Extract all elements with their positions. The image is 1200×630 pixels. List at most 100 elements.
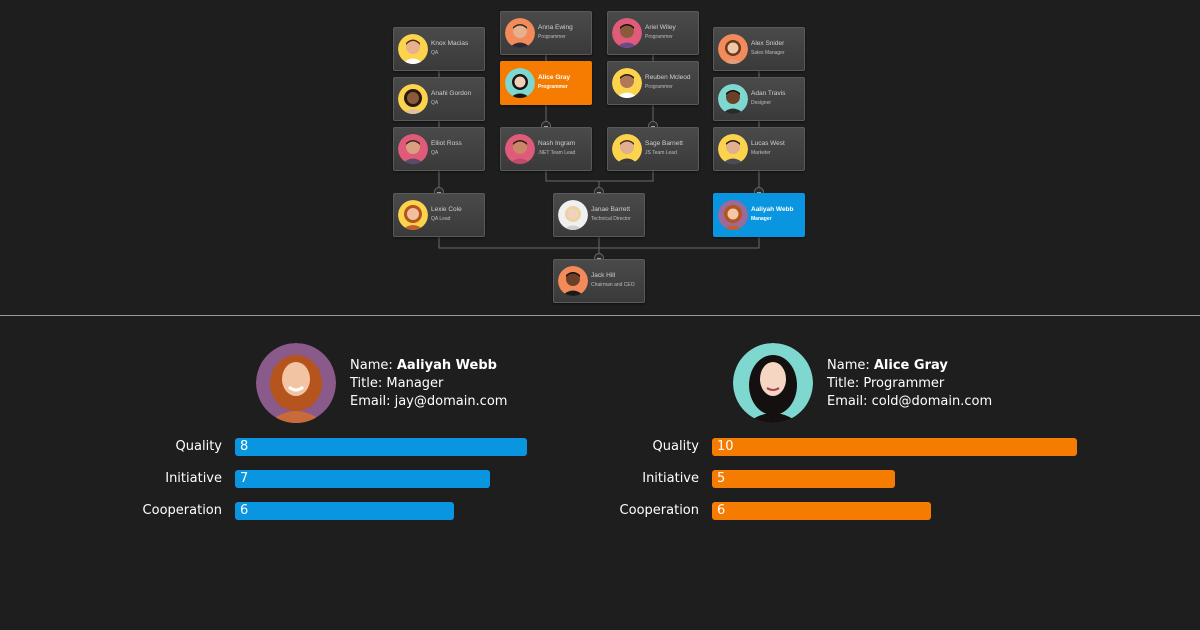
metric-value: 6 (717, 503, 726, 518)
node-name: Jack Hill (591, 272, 616, 279)
profile-card-left: Name: Aaliyah Webb Title: Manager Email:… (0, 316, 600, 630)
org-node-aaliyah-webb[interactable]: Aaliyah Webb Manager (713, 193, 805, 237)
node-title: Manager (751, 216, 772, 222)
node-name: Aaliyah Webb (751, 206, 794, 213)
node-title: QA (431, 100, 439, 106)
node-name: Reuben Mcleod (645, 74, 691, 81)
org-node-alice-gray[interactable]: Alice Gray Programmer (500, 61, 592, 105)
metric-label: Quality (652, 439, 699, 454)
metric-bar: 6 (712, 502, 931, 520)
org-node-reuben-mcleod[interactable]: Reuben Mcleod Programmer (607, 61, 699, 105)
org-node-lucas-west[interactable]: Lucas West Marketer (713, 127, 805, 171)
node-name: Anna Ewing (538, 24, 573, 31)
section-divider (0, 315, 1200, 316)
metric-bar: 10 (712, 438, 1077, 456)
node-title: QA (431, 150, 439, 156)
metric-row-cooperation: Cooperation 6 (0, 502, 600, 520)
title-label: Title: (827, 376, 860, 391)
avatar (398, 134, 428, 164)
avatar (398, 200, 428, 230)
org-node-nash-ingram[interactable]: Nash Ingram .NET Team Lead (500, 127, 592, 171)
metric-row-initiative: Initiative 5 (600, 470, 1200, 488)
profile-title-row: Title: Manager (350, 375, 507, 393)
profile-avatar (256, 343, 336, 423)
email-label: Email: (827, 394, 868, 409)
metric-bar: 6 (235, 502, 454, 520)
avatar (505, 18, 535, 48)
profile-title-row: Title: Programmer (827, 375, 992, 393)
node-name: Anahi Gordon (431, 90, 472, 97)
avatar (398, 84, 428, 114)
avatar (718, 84, 748, 114)
avatar (612, 18, 642, 48)
avatar (505, 68, 535, 98)
node-name: Lucas West (751, 140, 785, 147)
profile-name-row: Name: Alice Gray (827, 357, 992, 375)
profile-info: Name: Aaliyah Webb Title: Manager Email:… (350, 357, 507, 411)
metric-value: 10 (717, 439, 734, 454)
metric-label: Initiative (165, 471, 222, 486)
org-node-sage-barnett[interactable]: Sage Barnett JS Team Lead (607, 127, 699, 171)
profile-avatar (733, 343, 813, 423)
org-node-knox-macias[interactable]: Knox Macias QA (393, 27, 485, 71)
profile-card-right: Name: Alice Gray Title: Programmer Email… (600, 316, 1200, 630)
node-name: Alex Snider (751, 40, 785, 47)
org-chart: Knox Macias QA Anahi Gordon QA Elliot Ro… (393, 11, 805, 303)
node-name: Elliot Ross (431, 140, 462, 147)
node-title: Programmer (538, 84, 568, 90)
profile-name: Aaliyah Webb (396, 358, 497, 373)
node-title: Programmer (645, 34, 673, 40)
node-title: QA (431, 50, 439, 56)
profile-name-row: Name: Aaliyah Webb (350, 357, 507, 375)
avatar (505, 134, 535, 164)
metric-label: Quality (175, 439, 222, 454)
name-label: Name: (350, 358, 393, 373)
metric-row-quality: Quality 10 (600, 438, 1200, 456)
avatar (718, 200, 748, 230)
metric-value: 5 (717, 471, 726, 486)
node-name: Janae Barrett (591, 206, 631, 213)
metric-label: Initiative (642, 471, 699, 486)
metric-label: Cooperation (619, 503, 699, 518)
metric-value: 7 (240, 471, 249, 486)
profile-email: cold@domain.com (871, 394, 993, 409)
title-label: Title: (350, 376, 383, 391)
metric-bar: 8 (235, 438, 527, 456)
node-title: .NET Team Lead (538, 150, 576, 156)
org-node-anna-ewing[interactable]: Anna Ewing Programmer (500, 11, 592, 55)
profile-email-row: Email: cold@domain.com (827, 393, 992, 411)
node-name: Adan Travis (751, 90, 786, 97)
email-label: Email: (350, 394, 391, 409)
org-node-lexie-cole[interactable]: Lexie Cole QA Lead (393, 193, 485, 237)
metric-value: 8 (240, 439, 249, 454)
node-title: Technical Director (591, 216, 631, 222)
node-name: Nash Ingram (538, 140, 576, 147)
org-node-janae-barrett[interactable]: Janae Barrett Technical Director (553, 193, 645, 237)
metric-bar: 5 (712, 470, 895, 488)
org-node-jack-hill[interactable]: Jack Hill Chairman and CEO (553, 259, 645, 303)
org-node-adan-travis[interactable]: Adan Travis Designer (713, 77, 805, 121)
node-title: Marketer (751, 150, 771, 156)
node-title: Designer (751, 100, 772, 106)
org-node-elliot-ross[interactable]: Elliot Ross QA (393, 127, 485, 171)
metric-bar: 7 (235, 470, 490, 488)
metric-row-quality: Quality 8 (0, 438, 600, 456)
org-node-alex-snider[interactable]: Alex Snider Sales Manager (713, 27, 805, 71)
node-name: Alice Gray (538, 74, 571, 81)
node-title: Chairman and CEO (591, 282, 635, 288)
node-name: Knox Macias (431, 40, 469, 47)
profile-title: Programmer (863, 376, 945, 391)
avatar (558, 266, 588, 296)
org-node-anahi-gordon[interactable]: Anahi Gordon QA (393, 77, 485, 121)
avatar (612, 134, 642, 164)
node-name: Ariel Wiley (645, 24, 676, 31)
avatar (612, 68, 642, 98)
metric-row-initiative: Initiative 7 (0, 470, 600, 488)
name-label: Name: (827, 358, 870, 373)
profile-info: Name: Alice Gray Title: Programmer Email… (827, 357, 992, 411)
node-title: JS Team Lead (645, 150, 677, 156)
node-title: Programmer (645, 84, 673, 90)
avatar (558, 200, 588, 230)
node-title: Sales Manager (751, 50, 785, 56)
org-node-ariel-wiley[interactable]: Ariel Wiley Programmer (607, 11, 699, 55)
